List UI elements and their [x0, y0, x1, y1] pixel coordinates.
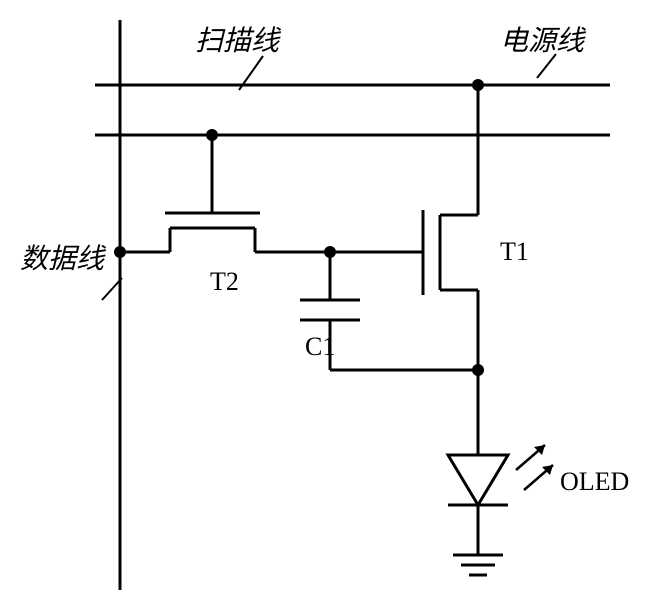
label-oled: OLED [560, 467, 629, 496]
node-scan2-t2gate [206, 129, 218, 141]
node-t1gate-c1 [324, 246, 336, 258]
oled-symbol [448, 445, 553, 505]
node-scan1-power [472, 79, 484, 91]
node-t1source-c1bot [472, 364, 484, 376]
transistor-t1 [380, 195, 478, 370]
label-scan: 扫描线 [195, 26, 282, 57]
transistor-t2 [120, 135, 380, 252]
node-data-t2drain [114, 246, 126, 258]
oled-emission-arrows [516, 445, 553, 490]
label-data: 数据线 [20, 244, 107, 275]
label-t2: T2 [210, 267, 239, 296]
label-t1: T1 [500, 237, 529, 266]
label-power: 电源线 [500, 26, 587, 57]
label-c1: C1 [305, 332, 335, 361]
leader-power [537, 54, 556, 78]
ground-symbol [453, 555, 503, 575]
